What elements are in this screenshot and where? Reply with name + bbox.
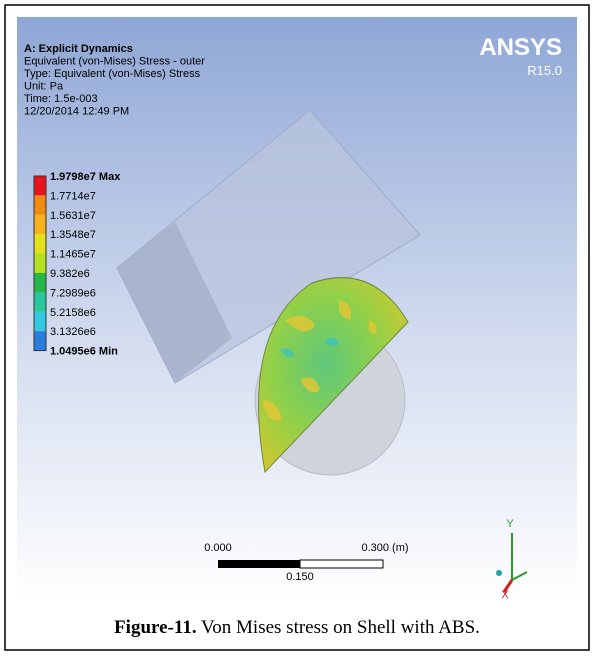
- figure: A: Explicit DynamicsEquivalent (von-Mise…: [0, 0, 594, 655]
- scale-right: 0.300 (m): [361, 542, 408, 554]
- legend-swatch: [34, 312, 46, 331]
- triad-y-label: Y: [506, 518, 514, 530]
- legend-label: 1.7714e7: [50, 190, 96, 202]
- legend-swatch: [34, 292, 46, 311]
- page: A: Explicit DynamicsEquivalent (von-Mise…: [0, 0, 594, 660]
- legend-swatch: [34, 254, 46, 273]
- scale-bar-light: [300, 560, 383, 568]
- legend-label: 1.3548e7: [50, 229, 96, 241]
- logo-name: ANSYS: [479, 34, 562, 61]
- triad-x-label: X: [501, 589, 509, 601]
- legend-label: 7.2989e6: [50, 287, 96, 299]
- header-line: Type: Equivalent (von-Mises) Stress: [24, 68, 201, 80]
- scale-bar-dark: [218, 560, 300, 568]
- logo-version: R15.0: [527, 63, 562, 78]
- scale-middle: 0.150: [286, 571, 314, 583]
- header-line: A: Explicit Dynamics: [24, 43, 133, 55]
- legend-label: 1.1465e7: [50, 249, 96, 261]
- header-line: Equivalent (von-Mises) Stress - outer: [24, 56, 205, 68]
- legend-label: 5.2158e6: [50, 307, 96, 319]
- legend-swatch: [34, 273, 46, 292]
- legend-swatch: [34, 331, 46, 350]
- legend-swatch: [34, 215, 46, 234]
- legend-swatch: [34, 176, 46, 195]
- caption-label: Figure-11.: [114, 617, 197, 638]
- header-line: Unit: Pa: [24, 81, 64, 93]
- caption-text: Von Mises stress on Shell with ABS.: [201, 617, 480, 638]
- legend-swatch: [34, 195, 46, 214]
- triad-dot: [496, 570, 502, 576]
- caption: Figure-11. Von Mises stress on Shell wit…: [114, 617, 480, 638]
- legend-label: 9.382e6: [50, 268, 90, 280]
- header-line: Time: 1.5e-003: [24, 93, 98, 105]
- legend-label: 1.5631e7: [50, 210, 96, 222]
- legend-label: 1.0495e6 Min: [50, 346, 118, 358]
- scale-left: 0.000: [204, 542, 232, 554]
- legend-swatch: [34, 234, 46, 253]
- header-line: 12/20/2014 12:49 PM: [24, 106, 129, 118]
- legend-label: 3.1326e6: [50, 326, 96, 338]
- legend-label: 1.9798e7 Max: [50, 171, 121, 183]
